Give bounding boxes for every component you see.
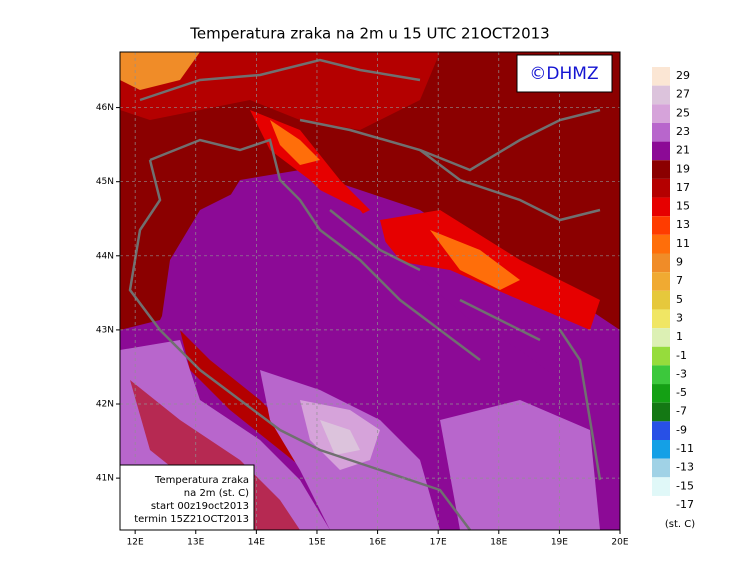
colorbar-label: -1 — [676, 349, 687, 362]
colorbar-swatch — [652, 197, 670, 217]
y-tick-label: 45N — [96, 177, 114, 187]
colorbar-label: 15 — [676, 200, 690, 213]
y-tick-label: 43N — [96, 325, 114, 335]
logo-box — [516, 54, 613, 93]
colorbar-label: 17 — [676, 181, 690, 194]
x-tick-label: 17E — [430, 538, 447, 548]
graticule: 12E 13E 14E 15E 16E 17E 18E 19E 20E 41N 42N 43N 44N 4… — [96, 52, 629, 548]
info-line: termin 15Z21OCT2013 — [134, 514, 249, 525]
colorbar-swatch — [652, 272, 670, 291]
colorbar-swatch — [652, 440, 670, 459]
x-tick-label: 12E — [127, 538, 144, 548]
colorbar-swatch — [652, 365, 670, 385]
info-text: Temperatura zraka na 2m (st. C) start 00z1… — [134, 475, 249, 525]
colorbar-label: 13 — [676, 218, 690, 231]
colorbar: 29 27 25 23 21 19 17 15 13 11 9 7 5 3 1 -1 -3 -5 -7 -9 -11 -1… — [652, 67, 694, 511]
y-tick-label: 46N — [96, 103, 114, 113]
colorbar-label: -13 — [676, 461, 694, 474]
colorbar-swatch — [652, 67, 670, 86]
colorbar-label: 25 — [676, 106, 690, 119]
info-box — [119, 464, 255, 531]
x-tick-label: 15E — [308, 538, 325, 548]
colorbar-swatch — [652, 346, 670, 366]
colorbar-label: -17 — [676, 498, 694, 511]
info-line: start 00z19oct2013 — [151, 501, 249, 512]
colorbar-swatch — [652, 458, 670, 478]
colorbar-label: -15 — [676, 479, 694, 492]
colorbar-label: 29 — [676, 69, 690, 82]
temperature-field — [120, 52, 620, 530]
x-tick-label: 20E — [611, 538, 628, 548]
x-tick-label: 18E — [490, 538, 507, 548]
colorbar-label: 11 — [676, 237, 690, 250]
colorbar-swatch — [652, 328, 670, 347]
colorbar-label: -5 — [676, 386, 687, 399]
y-tick-label: 44N — [96, 251, 114, 261]
y-tick-label: 41N — [96, 474, 114, 484]
x-tick-label: 16E — [369, 538, 386, 548]
info-line: na 2m (st. C) — [184, 488, 249, 499]
colorbar-label: 27 — [676, 88, 690, 101]
x-tick-label: 19E — [551, 538, 568, 548]
colorbar-label: 19 — [676, 162, 690, 175]
colorbar-label: 3 — [676, 311, 683, 324]
colorbar-label: -3 — [676, 367, 687, 380]
colorbar-label: -11 — [676, 442, 694, 455]
colorbar-swatch — [652, 178, 670, 198]
colorbar-swatch — [652, 234, 670, 254]
colorbar-label: 9 — [676, 256, 683, 269]
map-frame — [119, 51, 621, 531]
colorbar-swatch — [652, 104, 670, 123]
colorbar-label: 1 — [676, 330, 683, 343]
colorbar-swatch — [652, 477, 670, 496]
colorbar-swatch — [652, 253, 670, 273]
logo: ©DHMZ — [529, 64, 598, 84]
colorbar-label: 5 — [676, 293, 683, 306]
y-tick-label: 42N — [96, 400, 114, 410]
coastlines — [128, 58, 602, 531]
title: Temperatura zraka na 2m u 15 UTC 21OCT20… — [189, 25, 549, 43]
colorbar-swatch — [652, 85, 670, 105]
colorbar-label: 21 — [676, 144, 690, 157]
colorbar-label: -9 — [676, 423, 687, 436]
colorbar-swatch — [652, 384, 670, 403]
colorbar-label: 23 — [676, 125, 690, 138]
colorbar-label: 7 — [676, 274, 683, 287]
colorbar-swatch — [652, 290, 670, 310]
x-tick-label: 14E — [248, 538, 265, 548]
colorbar-unit: (st. C) — [665, 519, 695, 530]
colorbar-swatch — [652, 309, 670, 329]
colorbar-swatch — [652, 421, 670, 440]
colorbar-swatch — [652, 141, 670, 161]
colorbar-label: -7 — [676, 405, 687, 418]
info-line: Temperatura zraka — [154, 475, 249, 486]
x-tick-label: 13E — [187, 538, 204, 548]
colorbar-swatch — [652, 122, 670, 142]
colorbar-swatch — [652, 402, 670, 422]
colorbar-swatch — [652, 160, 670, 179]
colorbar-swatch — [652, 216, 670, 235]
